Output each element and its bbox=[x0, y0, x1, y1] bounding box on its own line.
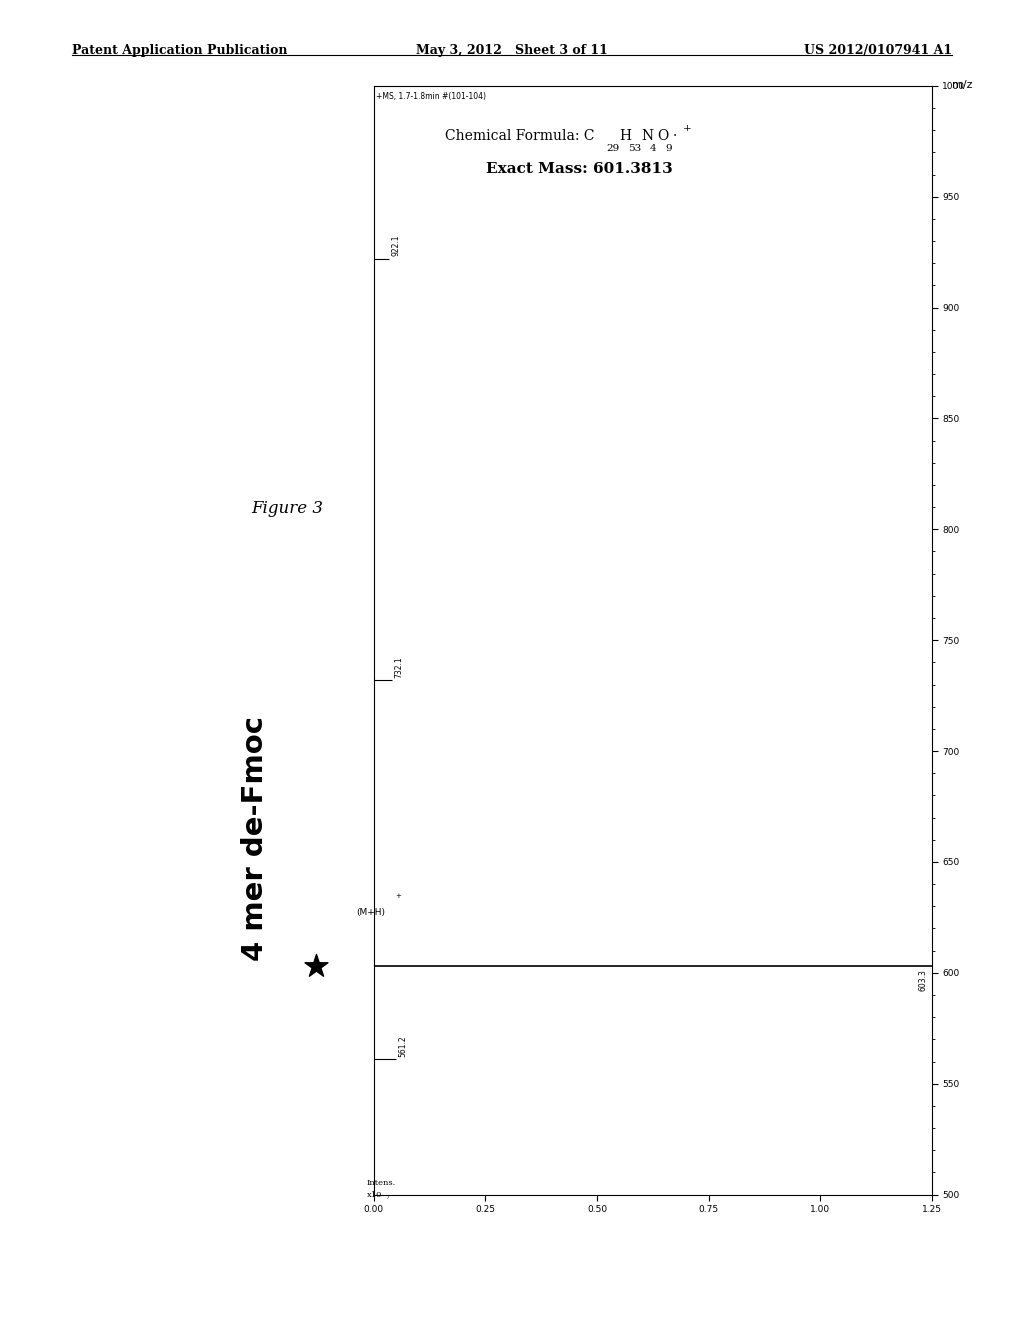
Text: 53: 53 bbox=[628, 144, 641, 153]
Text: 561.2: 561.2 bbox=[398, 1035, 408, 1057]
Text: 732.1: 732.1 bbox=[394, 656, 402, 677]
Point bbox=[307, 954, 324, 975]
Text: x10: x10 bbox=[367, 1191, 382, 1199]
Text: 29: 29 bbox=[606, 144, 620, 153]
Text: Patent Application Publication: Patent Application Publication bbox=[72, 44, 287, 57]
Text: 9: 9 bbox=[666, 144, 673, 153]
Text: O: O bbox=[657, 128, 669, 143]
Text: 603.3: 603.3 bbox=[919, 969, 928, 991]
Text: Chemical Formula: C: Chemical Formula: C bbox=[445, 128, 595, 143]
Text: +: + bbox=[395, 894, 401, 899]
Y-axis label: m/z: m/z bbox=[952, 81, 973, 90]
Text: 4 mer de-Fmoc: 4 mer de-Fmoc bbox=[241, 715, 268, 961]
Text: N: N bbox=[642, 128, 653, 143]
Text: 922.1: 922.1 bbox=[391, 235, 400, 256]
Text: H: H bbox=[620, 128, 632, 143]
Text: May 3, 2012   Sheet 3 of 11: May 3, 2012 Sheet 3 of 11 bbox=[416, 44, 608, 57]
Text: Figure 3: Figure 3 bbox=[251, 500, 323, 516]
Text: ·: · bbox=[673, 128, 678, 143]
Text: 7: 7 bbox=[385, 1195, 389, 1200]
Text: Exact Mass: 601.3813: Exact Mass: 601.3813 bbox=[486, 161, 673, 176]
Text: +MS, 1.7-1.8min #(101-104): +MS, 1.7-1.8min #(101-104) bbox=[376, 92, 486, 102]
Text: (M+H): (M+H) bbox=[356, 908, 385, 916]
Text: Intens.: Intens. bbox=[367, 1179, 396, 1187]
Text: 4: 4 bbox=[650, 144, 656, 153]
Text: +: + bbox=[683, 124, 692, 133]
Text: US 2012/0107941 A1: US 2012/0107941 A1 bbox=[804, 44, 952, 57]
